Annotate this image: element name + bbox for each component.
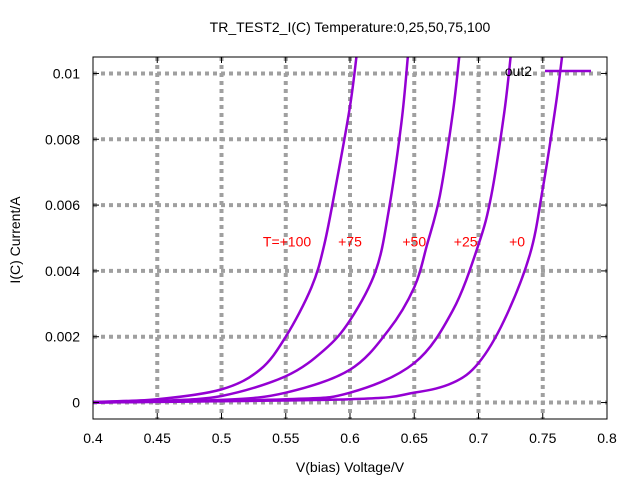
- legend-label-out2: out2: [505, 63, 532, 79]
- series-line-t75: [93, 57, 410, 404]
- annotation-label: +0: [509, 233, 525, 249]
- x-tick-label: 0.55: [272, 430, 299, 446]
- series-line-t100: [93, 57, 358, 404]
- x-tick-label: 0.75: [529, 430, 556, 446]
- series-line-t50: [93, 57, 461, 404]
- y-tick-labels: 0 0.002 0.004 0.006 0.008 0.01: [45, 65, 80, 410]
- y-axis-title: I(C) Current/A: [7, 196, 23, 284]
- x-tick-label: 0.6: [340, 430, 360, 446]
- y-tick-label: 0: [72, 395, 80, 411]
- annotation-label: +75: [338, 233, 362, 249]
- grid: [93, 57, 607, 419]
- y-tick-label: 0.002: [45, 329, 80, 345]
- x-tick-label: 0.45: [144, 430, 171, 446]
- x-tick-label: 0.8: [597, 430, 617, 446]
- chart-title: TR_TEST2_I(C) Temperature:0,25,50,75,100: [210, 19, 491, 35]
- x-tick-label: 0.4: [83, 430, 103, 446]
- y-tick-label: 0.006: [45, 197, 80, 213]
- x-tick-label: 0.7: [469, 430, 489, 446]
- annotations: T=+100 +75 +50 +25 +0: [263, 233, 525, 249]
- legend: out2: [505, 63, 591, 79]
- series-group: [93, 57, 564, 404]
- series-line-t0: [93, 57, 564, 404]
- ticks: [92, 57, 608, 419]
- x-tick-label: 0.65: [401, 430, 428, 446]
- y-tick-label: 0.01: [53, 65, 80, 81]
- x-axis-title: V(bias) Voltage/V: [296, 459, 405, 475]
- y-tick-label: 0.004: [45, 263, 80, 279]
- annotation-label: +50: [402, 233, 426, 249]
- x-tick-labels: 0.4 0.45 0.5 0.55 0.6 0.65 0.7 0.75 0.8: [83, 430, 617, 446]
- y-tick-label: 0.008: [45, 131, 80, 147]
- annotation-label: +25: [454, 233, 478, 249]
- x-tick-label: 0.5: [212, 430, 232, 446]
- annotation-label: T=+100: [263, 233, 311, 249]
